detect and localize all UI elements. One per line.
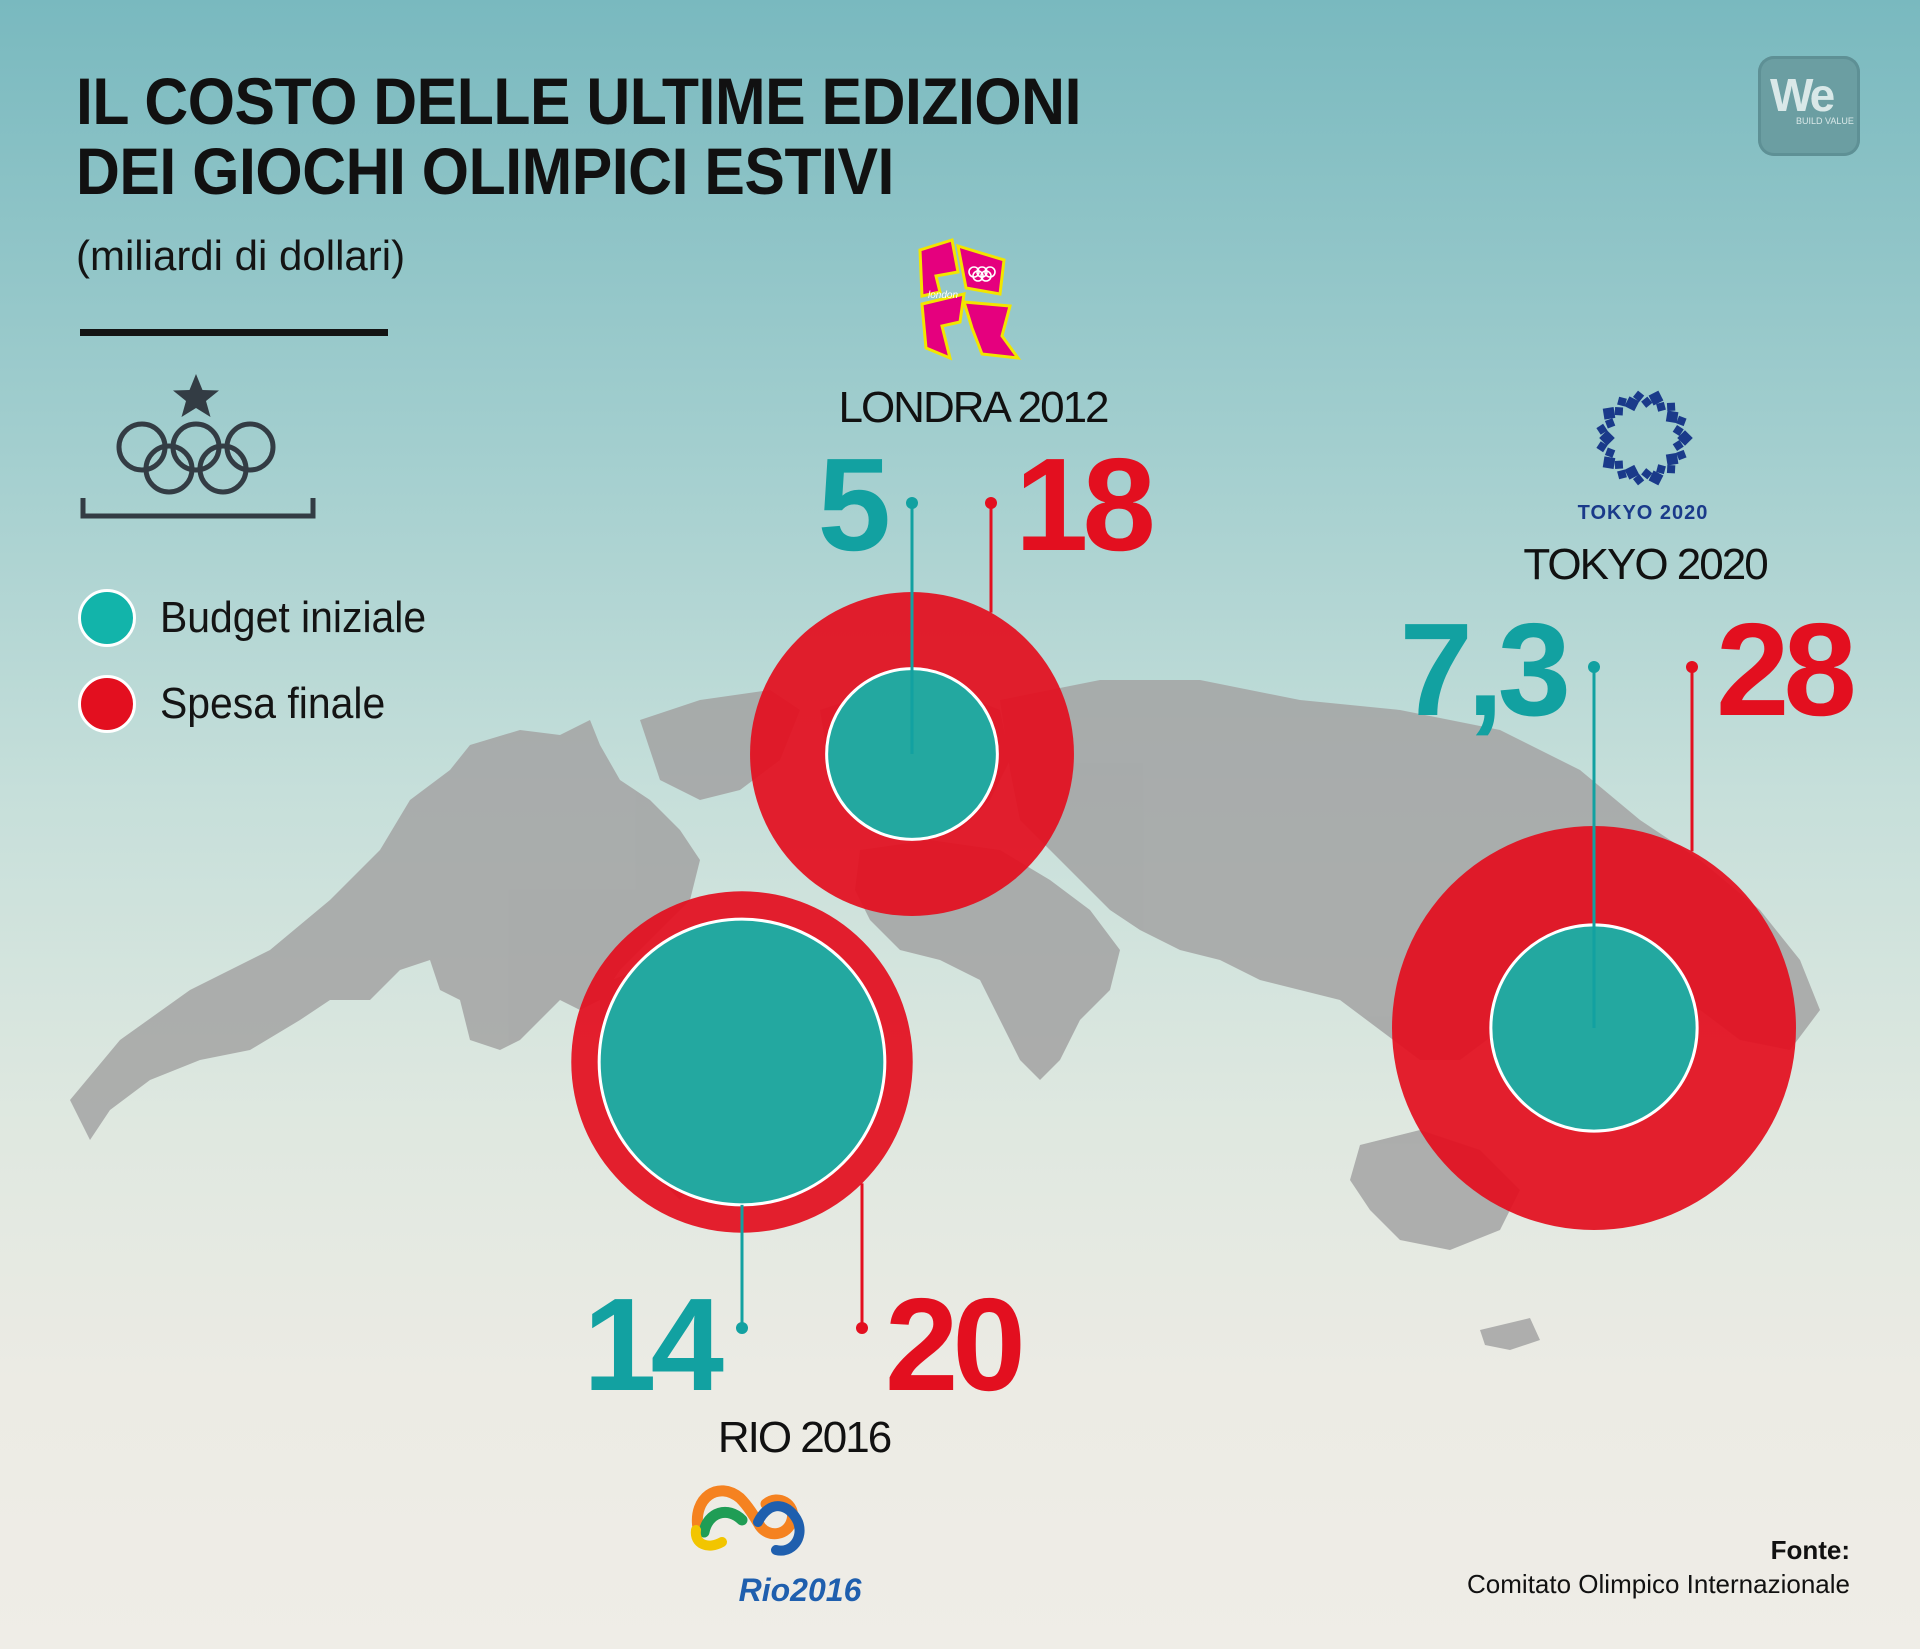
star-icon: [173, 374, 219, 417]
tokyo-logo-square: [1624, 464, 1640, 480]
tokyo-logo-square: [1602, 407, 1616, 420]
rio-category-label: RIO 2016: [718, 1413, 891, 1462]
title-line-2: DEI GIOCHI OLIMPICI ESTIVI: [76, 134, 894, 208]
tokyo-logo-square: [1641, 396, 1653, 408]
rio-budget-dot: [736, 1322, 748, 1334]
tokyo-2020-logo: [1596, 390, 1693, 486]
rio-budget-bubble: [597, 917, 887, 1207]
map-new-zealand: [1480, 1318, 1540, 1350]
london-budget-value: 5: [818, 431, 888, 578]
chart-title: IL COSTO DELLE ULTIME EDIZIONI DEI GIOCH…: [76, 66, 1081, 206]
tokyo-final-value: 28: [1716, 596, 1853, 743]
tokyo-logo-square: [1632, 474, 1645, 486]
legend-item-final: Spesa finale: [78, 661, 446, 747]
tokyo-logo-square: [1648, 470, 1664, 486]
tokyo-budget-value: 7,3: [1400, 596, 1567, 743]
map-north-america: [70, 720, 700, 1140]
tokyo-logo-square: [1672, 424, 1684, 437]
legend-label-final: Spesa finale: [160, 679, 386, 728]
tokyo-logo-square: [1665, 410, 1679, 424]
we-build-value-logo: We BUILD VALUE: [1758, 56, 1860, 156]
tokyo-logo-square: [1617, 396, 1627, 407]
rio-final-dot: [856, 1322, 868, 1334]
tokyo-final-dot: [1686, 661, 1698, 673]
tokyo-logo-square: [1677, 430, 1693, 446]
tokyo-logo-square: [1672, 439, 1684, 452]
legend-item-budget: Budget iniziale: [78, 575, 446, 661]
tokyo-logo-square: [1617, 469, 1627, 480]
tokyo-logo-square: [1624, 396, 1640, 412]
tokyo-logo-square: [1599, 430, 1615, 446]
london-budget-dot: [906, 497, 918, 509]
tokyo-logo-square: [1614, 407, 1624, 416]
rio-2016-logo: [690, 1485, 805, 1556]
logo-we-text: We: [1770, 69, 1835, 121]
tokyo-logo-square: [1648, 390, 1664, 406]
london-2012-logo: london: [918, 238, 1022, 361]
tokyo-logo-square: [1632, 390, 1645, 402]
tokyo-logo-square: [1596, 441, 1608, 453]
tokyo-logo-text: TOKYO 2020: [1578, 502, 1709, 524]
tokyo-logo-square: [1604, 418, 1616, 429]
tokyo-logo-square: [1604, 447, 1616, 458]
legend-swatch-budget: [78, 589, 136, 647]
tokyo-logo-square: [1666, 402, 1676, 411]
london-final-value: 18: [1015, 431, 1152, 578]
divider: [80, 329, 388, 336]
legend-label-budget: Budget iniziale: [160, 593, 427, 642]
logo-tagline: BUILD VALUE: [1796, 116, 1854, 126]
legend-swatch-final: [78, 675, 136, 733]
tokyo-budget-dot: [1588, 661, 1600, 673]
london-final-dot: [985, 497, 997, 509]
rio-budget-value: 14: [583, 1271, 723, 1418]
rio-final-value: 20: [885, 1271, 1020, 1418]
tokyo-logo-square: [1602, 456, 1616, 469]
tokyo-logo-square: [1656, 401, 1666, 412]
rio-logo-text: Rio2016: [739, 1572, 862, 1608]
tokyo-logo-square: [1596, 423, 1608, 435]
source-note: Fonte: Comitato Olimpico Internazionale: [1467, 1533, 1850, 1601]
tokyo-logo-square: [1665, 452, 1679, 466]
source-text: Comitato Olimpico Internazionale: [1467, 1569, 1850, 1599]
tokyo-logo-square: [1676, 415, 1687, 427]
legend: Budget iniziale Spesa finale: [78, 575, 446, 747]
source-label: Fonte:: [1770, 1535, 1850, 1565]
london-logo-text: london: [928, 290, 958, 301]
olympic-rings-icon: [80, 374, 316, 519]
tokyo-logo-square: [1614, 460, 1624, 469]
london-category-label: LONDRA 2012: [838, 383, 1108, 432]
chart-subtitle: (miliardi di dollari): [76, 232, 406, 279]
tokyo-logo-square: [1666, 465, 1676, 474]
tokyo-logo-square: [1641, 468, 1653, 480]
tokyo-category-label: TOKYO 2020: [1523, 540, 1767, 589]
title-line-1: IL COSTO DELLE ULTIME EDIZIONI: [76, 64, 1081, 138]
tokyo-logo-square: [1656, 464, 1666, 475]
tokyo-logo-square: [1676, 449, 1687, 461]
